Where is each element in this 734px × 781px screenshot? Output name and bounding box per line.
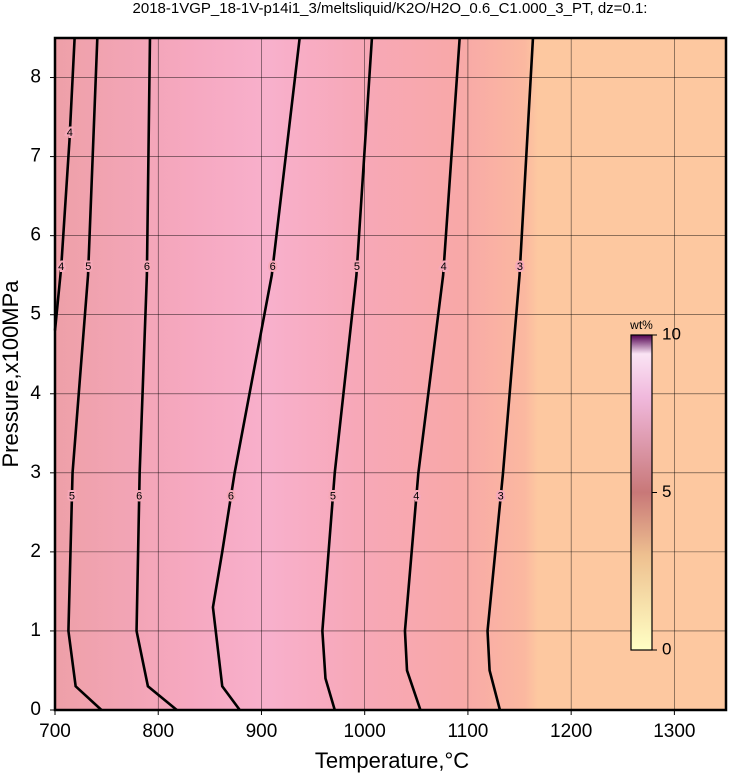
- x-tick-label: 1000: [344, 721, 386, 742]
- x-tick-label: 1100: [447, 721, 488, 742]
- plot-background: [55, 38, 726, 710]
- contour-label: 5: [69, 490, 75, 502]
- x-tick-label: 800: [142, 721, 174, 742]
- y-tick-label: 0: [30, 699, 41, 720]
- chart-title: 2018-1VGP_18-1V-p14i1_3/meltsliquid/K2O/…: [133, 0, 648, 17]
- x-tick-label: 1200: [550, 721, 592, 742]
- x-axis-label: Temperature,°C: [315, 748, 469, 773]
- y-tick-label: 2: [30, 541, 41, 562]
- y-tick-label: 6: [30, 225, 41, 246]
- y-tick-label: 4: [30, 383, 41, 404]
- contour-line: [53, 37, 76, 331]
- colorbar-tick-label: 5: [662, 482, 671, 501]
- y-tick-label: 3: [30, 462, 41, 483]
- contour-label: 3: [517, 261, 523, 273]
- y-tick-label: 1: [30, 620, 41, 641]
- colorbar-tick-label: 0: [662, 639, 671, 658]
- colorbar: [630, 334, 653, 651]
- contour-label: 5: [330, 490, 336, 502]
- y-tick-label: 7: [30, 146, 41, 167]
- y-tick-label: 8: [30, 67, 41, 88]
- contour-label: 4: [441, 261, 447, 273]
- contour-label: 6: [228, 490, 234, 502]
- contour-label: 4: [413, 490, 419, 502]
- contour-label: 6: [270, 261, 276, 273]
- contour-label: 5: [354, 261, 360, 273]
- contour-label: 3: [498, 490, 504, 502]
- contour-label: 6: [136, 490, 142, 502]
- contour-label: 6: [144, 261, 150, 273]
- colorbar-label: wt%: [629, 318, 653, 332]
- contour-label: 4: [58, 261, 64, 273]
- y-tick-label: 5: [30, 304, 41, 325]
- colorbar-tick-label: 10: [662, 324, 681, 343]
- x-tick-label: 1300: [653, 721, 695, 742]
- x-tick-label: 900: [246, 721, 278, 742]
- y-axis-label: Pressure,x100MPa: [0, 280, 23, 468]
- contour-label: 4: [67, 127, 73, 139]
- plot-frame: [53, 36, 728, 712]
- contour-label: 5: [85, 261, 91, 273]
- x-tick-label: 700: [39, 721, 71, 742]
